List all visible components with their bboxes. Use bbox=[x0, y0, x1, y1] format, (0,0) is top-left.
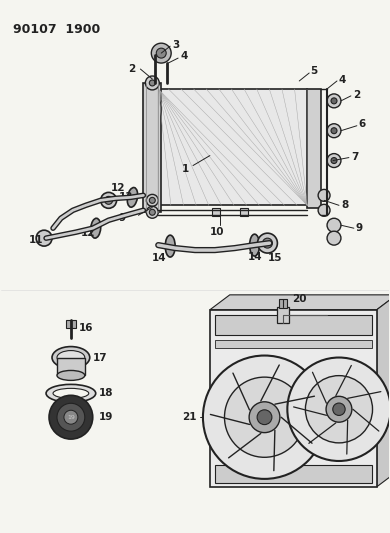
Text: 19: 19 bbox=[99, 412, 113, 422]
Text: 3: 3 bbox=[172, 40, 179, 50]
Text: 13: 13 bbox=[119, 192, 133, 203]
Circle shape bbox=[331, 98, 337, 104]
Ellipse shape bbox=[57, 351, 85, 365]
Text: 6: 6 bbox=[359, 119, 366, 129]
Text: 21: 21 bbox=[182, 412, 197, 422]
Ellipse shape bbox=[127, 188, 138, 207]
Text: 17: 17 bbox=[93, 352, 107, 362]
Bar bbox=[66, 320, 76, 328]
Bar bbox=[277, 307, 289, 322]
Circle shape bbox=[318, 204, 330, 216]
Circle shape bbox=[149, 80, 155, 86]
Text: 14: 14 bbox=[248, 252, 262, 262]
Circle shape bbox=[149, 197, 155, 203]
Circle shape bbox=[156, 48, 166, 58]
Circle shape bbox=[145, 76, 159, 90]
Text: 8: 8 bbox=[341, 200, 348, 211]
Ellipse shape bbox=[250, 234, 259, 256]
Bar bbox=[210, 310, 377, 487]
Ellipse shape bbox=[53, 389, 89, 398]
Circle shape bbox=[36, 230, 52, 246]
Circle shape bbox=[331, 158, 337, 164]
Bar bbox=[215, 340, 372, 348]
Bar bbox=[240, 208, 248, 216]
Text: 10: 10 bbox=[210, 227, 224, 237]
Text: 2: 2 bbox=[353, 90, 360, 100]
Circle shape bbox=[105, 196, 113, 204]
Text: 11: 11 bbox=[29, 235, 44, 245]
Polygon shape bbox=[377, 295, 390, 487]
Circle shape bbox=[64, 410, 78, 424]
Ellipse shape bbox=[46, 384, 96, 402]
Circle shape bbox=[257, 410, 272, 425]
Text: 1: 1 bbox=[182, 164, 189, 174]
Text: 19: 19 bbox=[67, 415, 75, 419]
Circle shape bbox=[287, 358, 390, 461]
Bar bbox=[212, 208, 220, 216]
Circle shape bbox=[225, 377, 305, 457]
Bar bbox=[215, 465, 372, 483]
Bar bbox=[307, 89, 321, 208]
Ellipse shape bbox=[52, 346, 90, 368]
Circle shape bbox=[146, 195, 158, 206]
Text: 20: 20 bbox=[292, 294, 307, 304]
Text: 14: 14 bbox=[152, 253, 167, 263]
Text: 12: 12 bbox=[111, 183, 125, 193]
Polygon shape bbox=[210, 295, 390, 310]
Ellipse shape bbox=[57, 370, 85, 381]
Text: 15: 15 bbox=[268, 253, 282, 263]
Bar bbox=[230, 295, 390, 472]
Text: 4: 4 bbox=[180, 51, 188, 61]
Circle shape bbox=[57, 403, 85, 431]
Circle shape bbox=[257, 233, 277, 253]
Bar bbox=[158, 89, 307, 205]
Circle shape bbox=[203, 356, 326, 479]
Text: 5: 5 bbox=[310, 66, 317, 76]
Text: 90107  1900: 90107 1900 bbox=[13, 23, 101, 36]
Bar bbox=[215, 315, 372, 335]
Text: 16: 16 bbox=[79, 322, 93, 333]
Circle shape bbox=[326, 397, 352, 422]
Circle shape bbox=[327, 124, 341, 138]
Text: 7: 7 bbox=[351, 151, 358, 161]
Circle shape bbox=[146, 206, 158, 218]
Circle shape bbox=[151, 43, 171, 63]
Ellipse shape bbox=[165, 235, 175, 257]
Circle shape bbox=[305, 376, 372, 443]
Text: 4: 4 bbox=[339, 75, 346, 85]
Bar bbox=[279, 299, 287, 308]
Circle shape bbox=[327, 94, 341, 108]
Text: 12: 12 bbox=[81, 228, 95, 238]
Bar bbox=[57, 358, 85, 375]
Circle shape bbox=[318, 189, 330, 201]
Text: 9: 9 bbox=[356, 223, 363, 233]
Circle shape bbox=[101, 192, 117, 208]
Text: 2: 2 bbox=[128, 64, 136, 74]
Circle shape bbox=[249, 402, 280, 433]
Circle shape bbox=[327, 154, 341, 167]
Circle shape bbox=[327, 218, 341, 232]
Circle shape bbox=[333, 403, 345, 415]
Bar bbox=[144, 83, 161, 212]
Circle shape bbox=[327, 231, 341, 245]
Circle shape bbox=[331, 128, 337, 134]
Text: 9: 9 bbox=[119, 213, 126, 223]
Circle shape bbox=[149, 209, 155, 215]
Circle shape bbox=[262, 238, 273, 248]
Ellipse shape bbox=[91, 219, 101, 238]
Circle shape bbox=[49, 395, 93, 439]
Text: 18: 18 bbox=[99, 389, 113, 398]
